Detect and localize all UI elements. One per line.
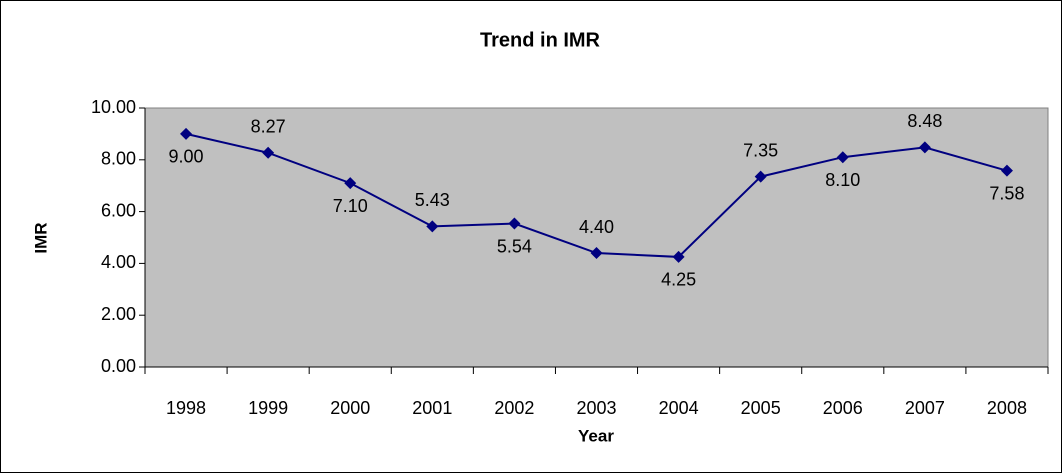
- x-tick-label: 2001: [412, 398, 452, 418]
- data-label: 4.40: [579, 217, 614, 237]
- x-axis-label: Year: [578, 426, 614, 445]
- y-tick-label: 6.00: [101, 200, 136, 220]
- data-point: [180, 127, 193, 140]
- data-label: 7.35: [743, 140, 778, 160]
- data-point: [754, 170, 767, 183]
- data-point: [836, 151, 849, 164]
- x-tick-label: 2004: [659, 398, 699, 418]
- y-tick-label: 2.00: [101, 304, 136, 324]
- plot-area: [144, 107, 1049, 368]
- data-point: [344, 177, 357, 190]
- data-label: 8.27: [251, 117, 286, 137]
- x-tick-label: 2000: [330, 398, 370, 418]
- data-label: 4.25: [661, 270, 696, 290]
- data-label: 7.10: [333, 196, 368, 216]
- data-label: 5.43: [415, 190, 450, 210]
- data-point: [590, 247, 603, 260]
- data-label: 7.58: [989, 183, 1024, 203]
- data-point: [672, 250, 685, 263]
- data-point: [918, 141, 931, 154]
- y-tick-label: 8.00: [101, 149, 136, 169]
- data-label: 8.48: [907, 111, 942, 131]
- x-tick-label: 2002: [494, 398, 534, 418]
- data-point: [426, 220, 439, 233]
- chart-title: Trend in IMR: [480, 29, 601, 51]
- x-tick-label: 1999: [248, 398, 288, 418]
- y-tick-label: 0.00: [101, 356, 136, 376]
- data-point: [262, 146, 275, 159]
- data-point: [1000, 164, 1013, 177]
- data-label: 8.10: [825, 170, 860, 190]
- y-tick-label: 10.00: [91, 97, 136, 117]
- x-tick-label: 2003: [576, 398, 616, 418]
- y-axis-label: IMR: [31, 222, 50, 253]
- x-tick-label: 2008: [987, 398, 1027, 418]
- data-point: [508, 217, 521, 230]
- x-tick-label: 1998: [166, 398, 206, 418]
- data-label: 9.00: [169, 147, 204, 167]
- y-tick-label: 4.00: [101, 252, 136, 272]
- data-label: 5.54: [497, 236, 532, 256]
- x-tick-label: 2005: [741, 398, 781, 418]
- x-tick-label: 2006: [823, 398, 863, 418]
- x-tick-label: 2007: [905, 398, 945, 418]
